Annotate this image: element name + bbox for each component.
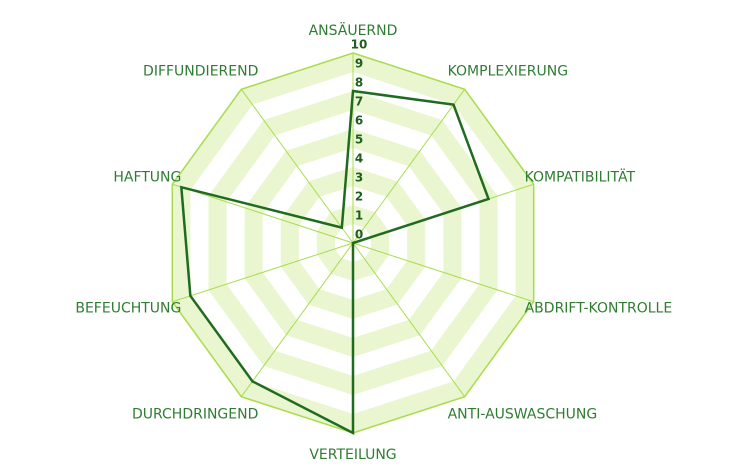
spoke xyxy=(172,242,354,303)
r-tick-label: 5 xyxy=(355,133,363,147)
spoke xyxy=(240,88,354,244)
axis-label: DURCHDRINGEND xyxy=(132,407,258,423)
series-line xyxy=(179,89,491,436)
axis-label: ABDRIFT-KONTROLLE xyxy=(525,301,673,317)
r-tick-label: 8 xyxy=(355,76,363,90)
spoke xyxy=(352,242,466,398)
axis-label: KOMPLEXIERUNG xyxy=(448,63,568,79)
r-tick-label: 7 xyxy=(355,95,363,109)
spoke xyxy=(240,242,354,398)
r-tick-label: 4 xyxy=(355,152,363,166)
r-tick-label: 9 xyxy=(355,57,363,71)
r-tick-label: 0 xyxy=(355,228,363,242)
r-tick-label: 6 xyxy=(355,114,363,128)
r-tick-label: 10 xyxy=(351,38,368,52)
axis-label: KOMPATIBILITÄT xyxy=(525,167,636,185)
axis-label: VERTEILUNG xyxy=(309,447,396,463)
spoke xyxy=(172,183,354,244)
spoke xyxy=(352,242,534,303)
axis-label: HAFTUNG xyxy=(113,169,181,185)
axis-label: ANTI-AUSWASCHUNG xyxy=(448,407,598,423)
r-tick-label: 1 xyxy=(355,209,363,223)
r-tick-label: 2 xyxy=(355,190,363,204)
r-tick-label: 3 xyxy=(355,171,363,185)
axis-label: DIFFUNDIEREND xyxy=(143,63,258,79)
axis-label: BEFEUCHTUNG xyxy=(75,301,181,317)
axis-label: ANSÄUERND xyxy=(309,21,398,39)
spoke xyxy=(352,88,466,244)
